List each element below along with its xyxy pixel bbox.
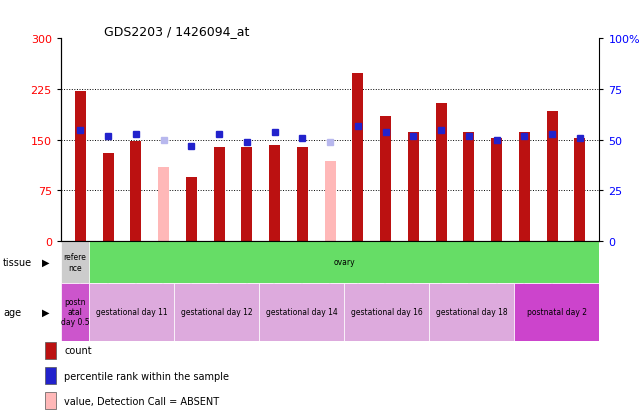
Bar	[45, 392, 56, 409]
Bar	[436, 103, 447, 242]
Bar	[344, 283, 429, 341]
Bar	[463, 132, 474, 242]
Bar	[353, 74, 363, 242]
Bar	[174, 283, 259, 341]
Text: refere
nce: refere nce	[63, 253, 87, 272]
Bar	[574, 138, 585, 242]
Text: ovary: ovary	[333, 258, 355, 267]
Bar	[186, 178, 197, 242]
Bar	[213, 147, 224, 242]
Bar	[61, 242, 89, 283]
Bar	[547, 112, 558, 242]
Bar	[259, 283, 344, 341]
Text: age: age	[3, 307, 21, 317]
Bar	[75, 92, 86, 242]
Bar	[89, 283, 174, 341]
Bar	[45, 342, 56, 359]
Text: count: count	[64, 346, 92, 356]
Bar	[61, 283, 89, 341]
Bar	[408, 132, 419, 242]
Bar	[380, 117, 391, 242]
Bar	[514, 283, 599, 341]
Text: gestational day 16: gestational day 16	[351, 307, 422, 316]
Bar	[297, 147, 308, 242]
Bar	[158, 167, 169, 242]
Text: value, Detection Call = ABSENT: value, Detection Call = ABSENT	[64, 396, 219, 406]
Text: gestational day 18: gestational day 18	[436, 307, 508, 316]
Bar	[130, 142, 142, 242]
Bar	[241, 147, 253, 242]
Bar	[429, 283, 514, 341]
Text: postn
atal
day 0.5: postn atal day 0.5	[61, 297, 89, 327]
Bar	[103, 154, 113, 242]
Text: percentile rank within the sample: percentile rank within the sample	[64, 371, 229, 381]
Text: gestational day 12: gestational day 12	[181, 307, 253, 316]
Text: tissue: tissue	[3, 257, 32, 267]
Text: GDS2203 / 1426094_at: GDS2203 / 1426094_at	[104, 25, 249, 38]
Bar	[324, 162, 336, 242]
Bar	[491, 139, 502, 242]
Bar	[45, 368, 56, 384]
Bar	[269, 146, 280, 242]
Text: gestational day 11: gestational day 11	[96, 307, 167, 316]
Bar	[519, 132, 530, 242]
Text: gestational day 14: gestational day 14	[266, 307, 338, 316]
Text: ▶: ▶	[42, 257, 49, 267]
Text: ▶: ▶	[42, 307, 49, 317]
Text: postnatal day 2: postnatal day 2	[527, 307, 587, 316]
